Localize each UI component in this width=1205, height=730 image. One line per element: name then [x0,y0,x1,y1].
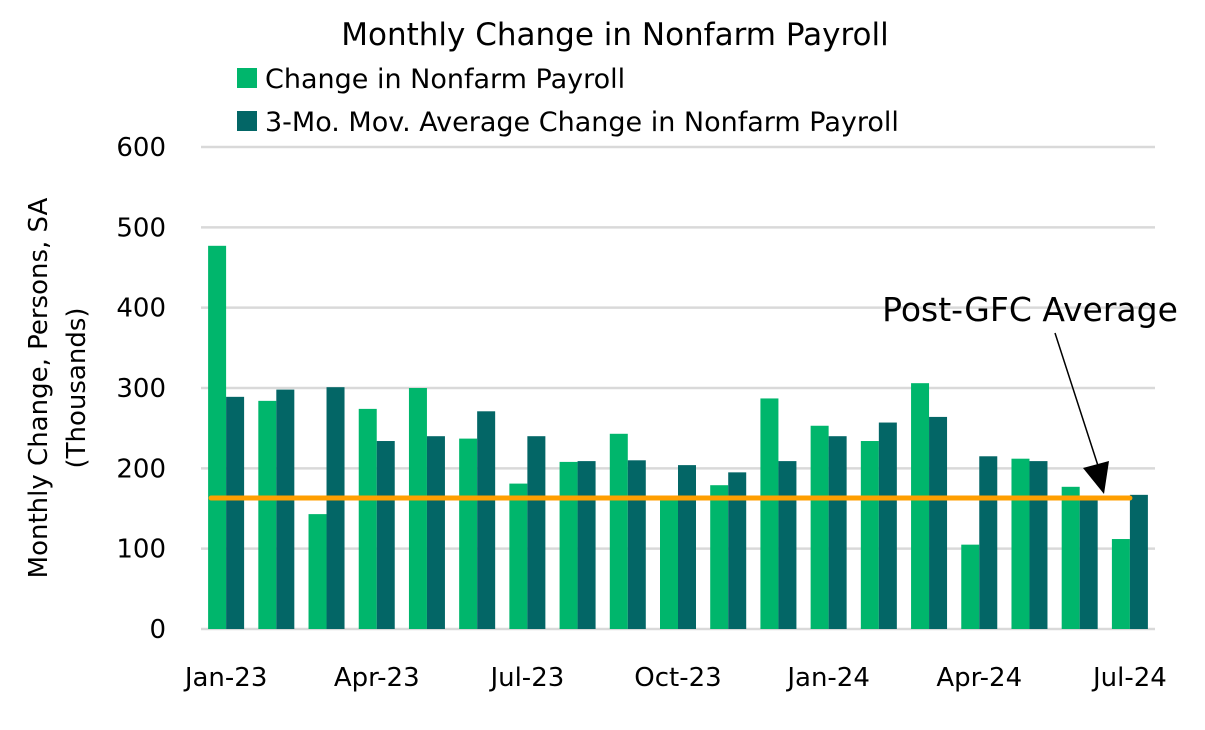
bar-change [1061,486,1080,629]
y-tick-label: 500 [116,213,166,243]
legend-label-1: 3-Mo. Mov. Average Change in Nonfarm Pay… [265,107,899,138]
bar-moving-average [376,441,395,629]
bar-change [760,398,779,629]
y-tick-label: 400 [116,294,166,324]
bar-moving-average [979,456,998,629]
bar-change [660,498,678,629]
bar-change [1111,539,1130,629]
bar-moving-average [276,389,295,629]
y-tick-label: 0 [149,615,166,645]
y-axis-label-line-1: Monthly Change, Persons, SA [24,197,54,578]
bar-moving-average [1129,494,1148,629]
bar-change [258,400,277,629]
x-tick-label: Jan-23 [183,663,268,693]
bar-change [408,388,427,629]
bar-change [559,461,578,629]
bar-change [308,514,327,629]
y-tick-label: 600 [116,133,166,163]
bar-moving-average [577,461,596,629]
chart-title: Monthly Change in Nonfarm Payroll [341,17,889,53]
bar-moving-average [878,422,897,629]
bar-change [810,425,829,629]
x-tick-label: Apr-24 [936,663,1022,693]
bar-change [609,433,628,629]
bar-moving-average [226,396,245,629]
x-tick-label: Jul-24 [1091,663,1167,693]
bar-moving-average [527,436,546,629]
bar-change [911,383,930,629]
bar-change [1011,458,1030,629]
bar-moving-average [426,436,445,629]
legend-label-0: Change in Nonfarm Payroll [265,64,625,95]
legend-swatch-0 [237,68,257,88]
bar-change [509,483,528,629]
bar-moving-average [828,436,847,629]
bar-change [459,438,478,629]
y-tick-label: 300 [116,374,166,404]
bar-moving-average [326,387,345,629]
post-gfc-average-label: Post-GFC Average [882,290,1178,329]
bar-moving-average [1079,498,1098,629]
x-tick-label: Jul-23 [488,663,564,693]
x-tick-label: Apr-23 [334,663,420,693]
bar-moving-average [678,465,696,629]
bar-change [860,441,879,629]
bar-change [208,245,227,629]
y-tick-label: 200 [116,454,166,484]
y-tick-label: 100 [116,535,166,565]
x-tick-label: Jan-24 [785,663,870,693]
arrowhead-icon [1083,461,1109,494]
bar-moving-average [1029,461,1048,629]
bar-change [961,544,980,629]
bar-moving-average [929,416,948,629]
legend-swatch-1 [237,111,257,131]
bar-moving-average [627,460,646,629]
y-axis-label-line-2: (Thousands) [62,307,92,468]
bar-moving-average [477,411,496,629]
bar-change [358,408,377,629]
bar-change [710,485,729,629]
bar-moving-average [728,472,747,629]
bar-moving-average [778,461,797,629]
annotation-arrow [1054,332,1102,476]
x-tick-label: Oct-23 [634,663,721,693]
